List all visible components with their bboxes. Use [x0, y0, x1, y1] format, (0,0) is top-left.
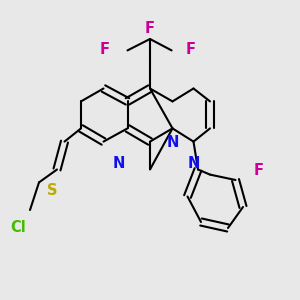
Text: F: F — [100, 42, 110, 57]
Text: F: F — [186, 42, 196, 57]
Text: F: F — [145, 21, 155, 36]
Text: N: N — [187, 156, 200, 171]
Text: Cl: Cl — [10, 220, 26, 236]
Text: N: N — [112, 156, 125, 171]
Text: S: S — [47, 183, 58, 198]
Text: F: F — [254, 164, 263, 178]
Text: N: N — [166, 135, 179, 150]
